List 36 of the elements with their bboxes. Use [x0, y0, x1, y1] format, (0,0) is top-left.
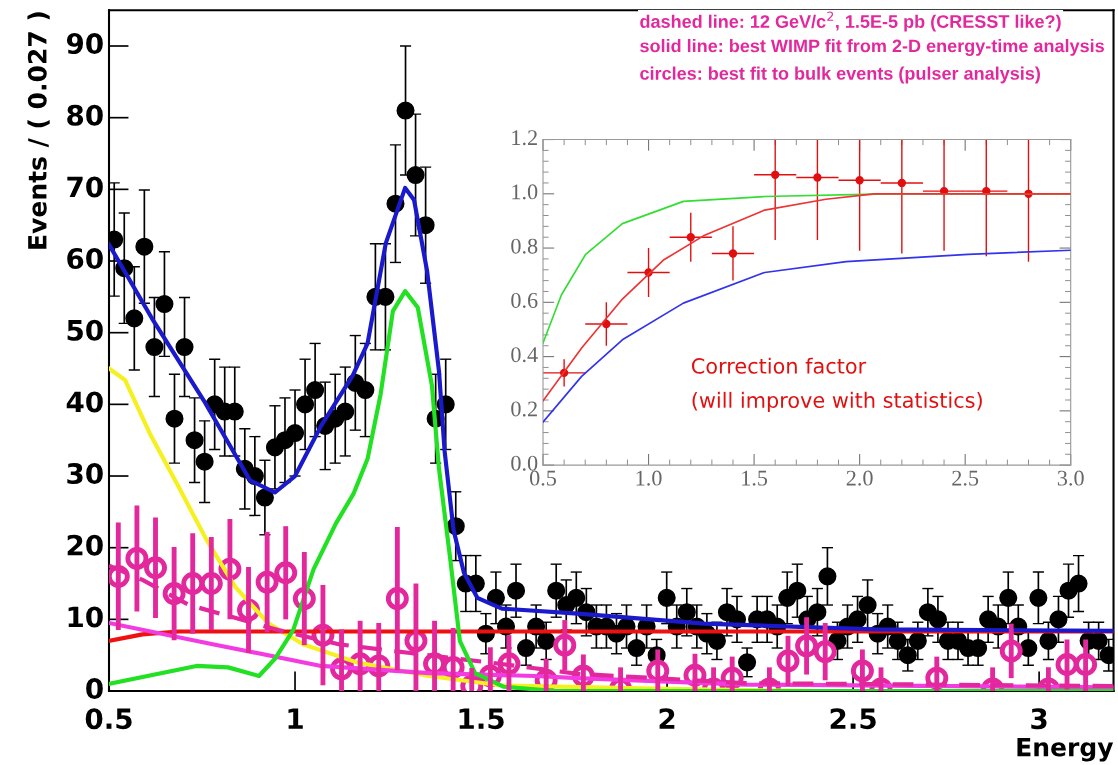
y-tick-label: 0.0 [511, 455, 538, 471]
y-axis-title: Events / ( 0.027 ) [27, 12, 50, 249]
y-tick-label: 60 [67, 248, 103, 270]
x-tick-label: 1.5 [742, 470, 768, 486]
x-tick-label: 2.5 [830, 708, 876, 730]
x-tick-label: 2 [659, 708, 675, 729]
x-tick-label: 2.5 [952, 470, 979, 486]
y-tick-label: 70 [67, 176, 103, 198]
y-tick-label: 1.0 [512, 184, 538, 200]
annotation: Correction factor [691, 357, 867, 374]
y-tick-label: 30 [67, 463, 103, 485]
x-tick-label: 0.5 [529, 470, 557, 486]
x-tick-label: 2.0 [846, 470, 873, 486]
y-tick-label: 0.8 [511, 238, 538, 254]
y-tick-label: 1.2 [512, 130, 537, 146]
y-tick-label: 20 [67, 534, 103, 556]
y-tick-label: 40 [66, 391, 103, 413]
x-tick-label: 1.5 [459, 708, 504, 730]
y-tick-label: 90 [66, 33, 103, 55]
x-axis-title: Energy [1017, 737, 1114, 762]
annotation: circles: best fit to bulk events (pulser analysis) [640, 66, 1040, 84]
annotation: solid line: best WIMP fit from 2-D energy-time analysis [640, 39, 1104, 56]
x-tick-label: 0.5 [85, 708, 132, 730]
y-tick-label: 50 [67, 319, 103, 341]
y-tick-label: 10 [68, 606, 103, 628]
annotation: dashed line: 12 GeV/c$^{2}$, 1.5E-5 pb (CRESST like?) [640, 11, 1061, 32]
x-tick-label: 3 [1031, 708, 1047, 730]
y-tick-label: 80 [67, 104, 103, 126]
x-tick-label: 3.0 [1057, 470, 1084, 486]
x-tick-label: 1.0 [636, 470, 662, 486]
y-tick-label: 0.6 [511, 292, 538, 308]
x-tick-label: 1 [288, 708, 303, 729]
y-tick-label: 0.2 [511, 401, 537, 417]
y-tick-label: 0.4 [511, 347, 538, 363]
annotation: (will improve with statistics) [692, 391, 982, 413]
y-tick-label: 0 [86, 678, 103, 700]
